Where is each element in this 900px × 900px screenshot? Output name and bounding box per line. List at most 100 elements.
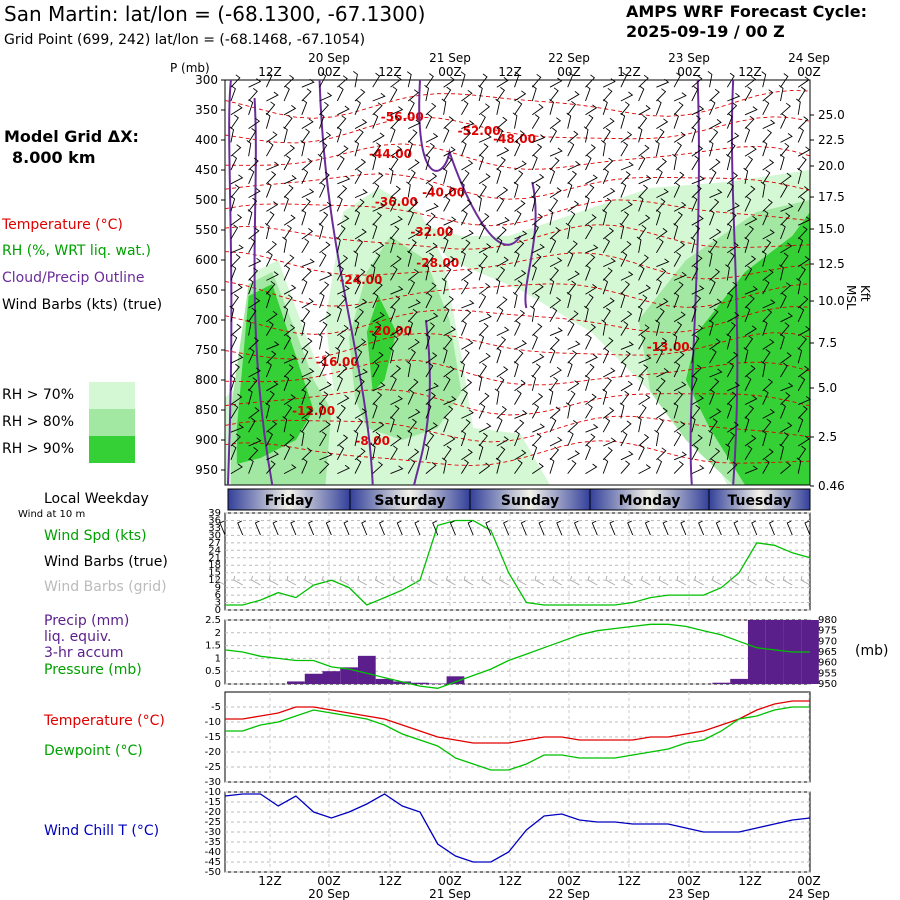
wind-barb-258 <box>372 431 381 447</box>
grid-barb-3 <box>268 575 279 586</box>
wind-barb-161 <box>319 292 325 309</box>
isotherm-label-9: -20.00 <box>369 324 412 338</box>
wind-barb-271 <box>390 215 403 226</box>
wind-barb-366 <box>443 326 456 336</box>
wind-barb-614 <box>601 140 606 157</box>
wind-barb-305 <box>407 279 415 295</box>
top-date-label-3: 23 Sep <box>668 51 710 65</box>
wind-barb-410 <box>478 133 492 143</box>
wind-barb-300 <box>407 209 414 226</box>
wind-barb-310 <box>407 349 416 364</box>
wind-barb-216 <box>353 250 359 267</box>
wind-barb-265 <box>390 126 396 143</box>
wind-barb-885 <box>762 279 770 295</box>
wind-barb-731 <box>672 153 677 171</box>
wind-barb-877 <box>762 169 771 185</box>
wind-barb-684 <box>637 305 643 322</box>
wind-barb-148 <box>319 112 325 129</box>
wind-barb-245 <box>372 252 381 267</box>
wind-barb-900 <box>778 84 784 102</box>
wind-barb-327 <box>425 183 434 198</box>
wind-barb-501 <box>531 183 541 198</box>
wind-barb-117 <box>301 88 312 102</box>
wind-barb-141 <box>301 417 310 433</box>
wind-barb-905 <box>779 154 785 171</box>
temp-panel-tick-5: -30 <box>205 777 221 788</box>
wind-barb-926 <box>779 443 785 460</box>
wind-barb-4 <box>229 126 234 143</box>
wind-barb-548 <box>549 436 563 447</box>
wind-barb-507 <box>531 264 537 281</box>
surface-barb-32 <box>786 520 793 536</box>
wind-barb-77 <box>266 341 280 350</box>
wind-barb-65 <box>266 171 277 185</box>
wind-barb-48 <box>248 337 259 350</box>
wind-barb-917 <box>780 322 790 336</box>
wind-barb-262 <box>390 86 398 102</box>
wind-barb-567 <box>566 292 572 309</box>
p-tick-label-1: 350 <box>195 103 218 117</box>
wind-barb-658 <box>620 350 631 364</box>
wind-barb-169 <box>318 402 324 419</box>
kft-tick-label-6: 10.0 <box>818 294 845 308</box>
wind-barb-615 <box>602 157 614 171</box>
wind-barb-704 <box>656 188 669 199</box>
windchill-panel-tick-3: -25 <box>205 817 221 828</box>
grid-barb-19 <box>552 575 563 586</box>
wind-barb-264 <box>390 115 401 129</box>
wind-barb-830 <box>726 321 736 336</box>
wind-barb-113 <box>283 434 295 447</box>
wind-barb-455 <box>496 347 502 364</box>
wind-barb-666 <box>620 460 631 474</box>
wind-barb-32 <box>248 117 261 129</box>
wind-barb-915 <box>780 293 787 309</box>
wind-barb-678 <box>638 224 647 240</box>
wind-barb-906 <box>780 172 792 185</box>
wind-barb-349 <box>443 86 452 102</box>
legend-temperature: Temperature (°C) <box>2 217 123 233</box>
wind-barb-66 <box>265 182 272 198</box>
wind-barb-60 <box>266 101 276 116</box>
wind-barb-808 <box>709 418 718 433</box>
wind-barb-903 <box>780 133 793 143</box>
wind-barb-62 <box>266 131 278 143</box>
wind-barb-462 <box>496 446 506 461</box>
wind-barb-402 <box>461 419 471 433</box>
wind-barb-197 <box>337 394 350 405</box>
wind-barb-797 <box>709 268 721 281</box>
wind-barb-206 <box>354 119 368 129</box>
wind-barb-378 <box>461 89 473 102</box>
wind-barb-500 <box>532 173 545 185</box>
wind-barb-31 <box>248 99 254 115</box>
wind-barb-696 <box>656 78 670 88</box>
wind-barb-663 <box>620 420 632 433</box>
wind-barb-879 <box>762 199 773 212</box>
wind-barb-643 <box>620 141 629 157</box>
wind-barb-914 <box>780 282 792 295</box>
wind-barb-780 <box>691 434 703 447</box>
wind-barb-593 <box>585 253 596 267</box>
wind-barb-430 <box>478 403 486 419</box>
precip-panel-tick-5: 2.5 <box>205 615 221 626</box>
wind-barb-665 <box>620 450 634 461</box>
wind-barb-280 <box>390 335 399 350</box>
grid-barb-25 <box>658 575 669 586</box>
cloud-outline-2 <box>253 97 274 486</box>
wind-barb-484 <box>514 349 524 364</box>
wind-barb-73 <box>266 280 276 295</box>
wind-barb-50 <box>248 367 261 378</box>
wind-barb-386 <box>461 199 472 212</box>
wind-barb-919 <box>780 352 792 364</box>
wind-barb-670 <box>638 114 648 129</box>
wind-barb-287 <box>390 435 402 447</box>
wind-barb-681 <box>638 265 645 281</box>
wind-barb-855 <box>744 265 753 281</box>
wind-barb-302 <box>407 239 417 254</box>
wind-barb-404 <box>461 449 473 461</box>
wind-barb-162 <box>319 311 332 323</box>
wind-barb-456 <box>496 366 509 378</box>
wind-barb-738 <box>673 251 682 267</box>
bottom-time-label-7: 00Z <box>677 874 701 888</box>
wind-barb-286 <box>390 416 395 433</box>
wind-barb-387 <box>460 210 468 226</box>
